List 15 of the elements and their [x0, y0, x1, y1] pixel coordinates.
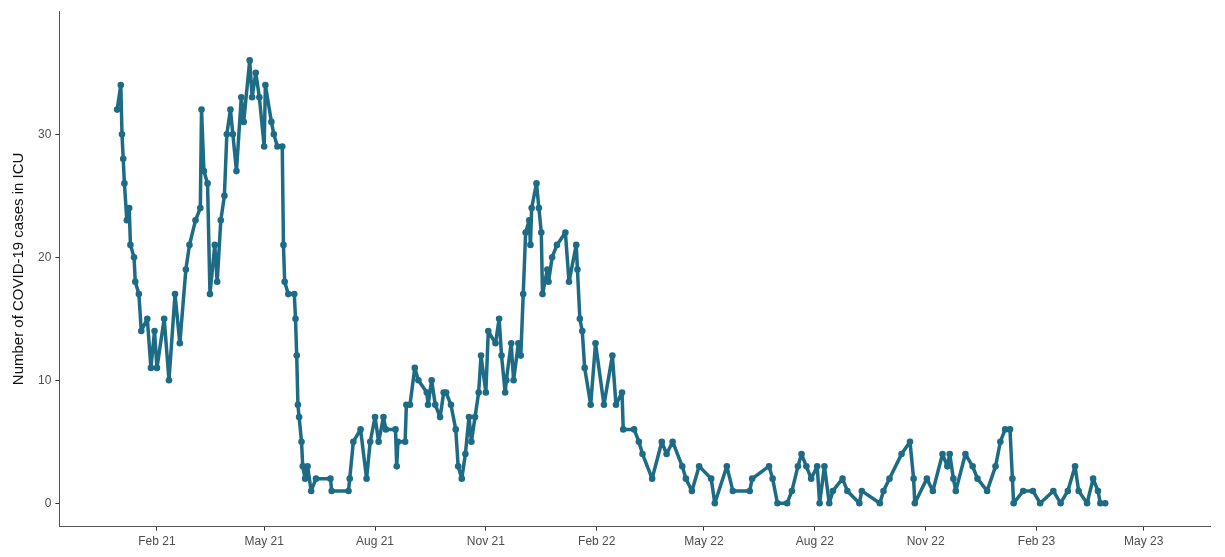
y-tick-label: 30	[37, 126, 52, 141]
x-tick-label: Nov 22	[906, 534, 945, 549]
x-tick-label: Aug 21	[356, 534, 395, 549]
x-tick-label: May 21	[244, 534, 285, 549]
x-tick-label: Aug 22	[795, 534, 835, 549]
y-tick-label: 10	[37, 372, 52, 387]
y-axis-title: Number of COVID-19 cases in ICU	[9, 152, 27, 386]
x-tick-label: Feb 22	[578, 534, 616, 549]
x-tick-label: May 22	[684, 534, 724, 549]
y-tick-label: 0	[44, 495, 52, 510]
x-tick-label: Feb 21	[138, 534, 176, 549]
x-tick-label: Feb 23	[1017, 534, 1056, 549]
y-tick-label: 20	[37, 249, 52, 264]
x-tick-label: Nov 21	[466, 534, 506, 549]
x-tick-label: May 23	[1124, 534, 1164, 549]
